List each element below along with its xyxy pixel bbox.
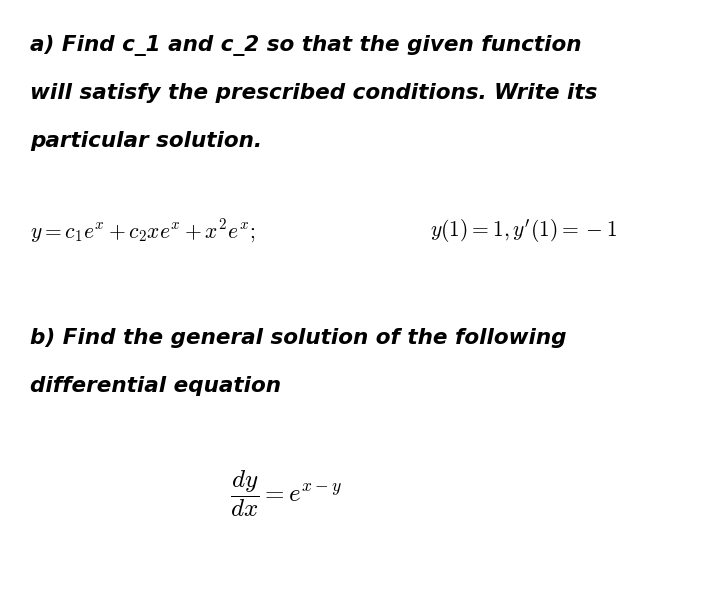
Text: $y = c_1e^x + c_2xe^x + x^2e^x;$: $y = c_1e^x + c_2xe^x + x^2e^x;$ [30,218,255,245]
Text: $\dfrac{dy}{dx} = e^{x-y}$: $\dfrac{dy}{dx} = e^{x-y}$ [230,468,342,519]
Text: $y(1) = 1, y'(1) = -1$: $y(1) = 1, y'(1) = -1$ [430,218,617,245]
Text: will satisfy the prescribed conditions. Write its: will satisfy the prescribed conditions. … [30,83,598,103]
Text: particular solution.: particular solution. [30,131,262,151]
Text: a) Find c_1 and c_2 so that the given function: a) Find c_1 and c_2 so that the given fu… [30,35,582,56]
Text: differential equation: differential equation [30,376,281,396]
Text: b) Find the general solution of the following: b) Find the general solution of the foll… [30,328,567,348]
